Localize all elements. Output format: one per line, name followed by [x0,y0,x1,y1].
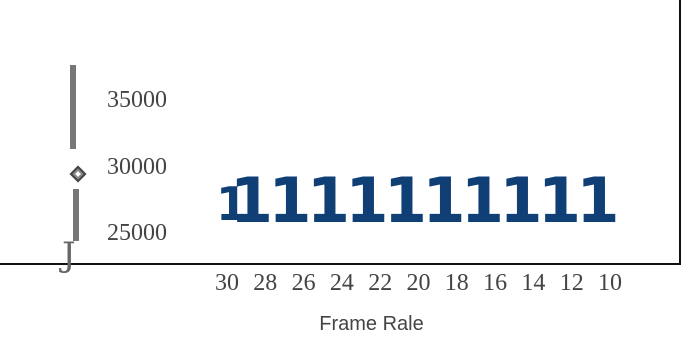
bar-glyph: 1 [422,164,466,237]
x-tick-label: 12 [559,270,584,296]
x-axis-label: Frame Rale [319,313,424,335]
hook-glyph: J [62,235,76,275]
bar-glyph: 1 [229,164,273,237]
bar-glyph: 1 [460,164,504,237]
scale-bar-bottom [73,189,79,241]
x-tick-label: 30 [215,270,239,296]
bar-glyph: 1 [268,164,312,237]
x-tick-label: 26 [291,270,316,296]
x-tick-label: 10 [598,270,622,296]
y-tick-label: 35000 [107,87,167,113]
bar-glyph: 1 [216,177,249,231]
knob-highlight [75,171,81,177]
x-tick-label: 28 [253,270,278,296]
bar-glyph: 1 [345,164,389,237]
scale-bar-top [70,65,76,149]
x-tick-label: 16 [483,270,508,296]
x-tick-label: 22 [368,270,393,296]
y-tick-label: 30000 [107,154,167,180]
bar-glyph: 1 [576,164,620,237]
x-tick-label: 18 [444,270,469,296]
bar-glyph: 1 [306,164,350,237]
frame-tick [0,263,4,265]
x-tick-label: 14 [521,270,546,296]
bar-glyph: 1 [499,164,543,237]
bar-glyph: 1 [537,164,581,237]
y-tick-label: 25000 [107,220,167,246]
bar-glyph: 1 [383,164,427,237]
x-tick-label: 24 [329,270,354,296]
chart-frame [0,0,681,265]
x-tick-label: 20 [406,270,431,296]
